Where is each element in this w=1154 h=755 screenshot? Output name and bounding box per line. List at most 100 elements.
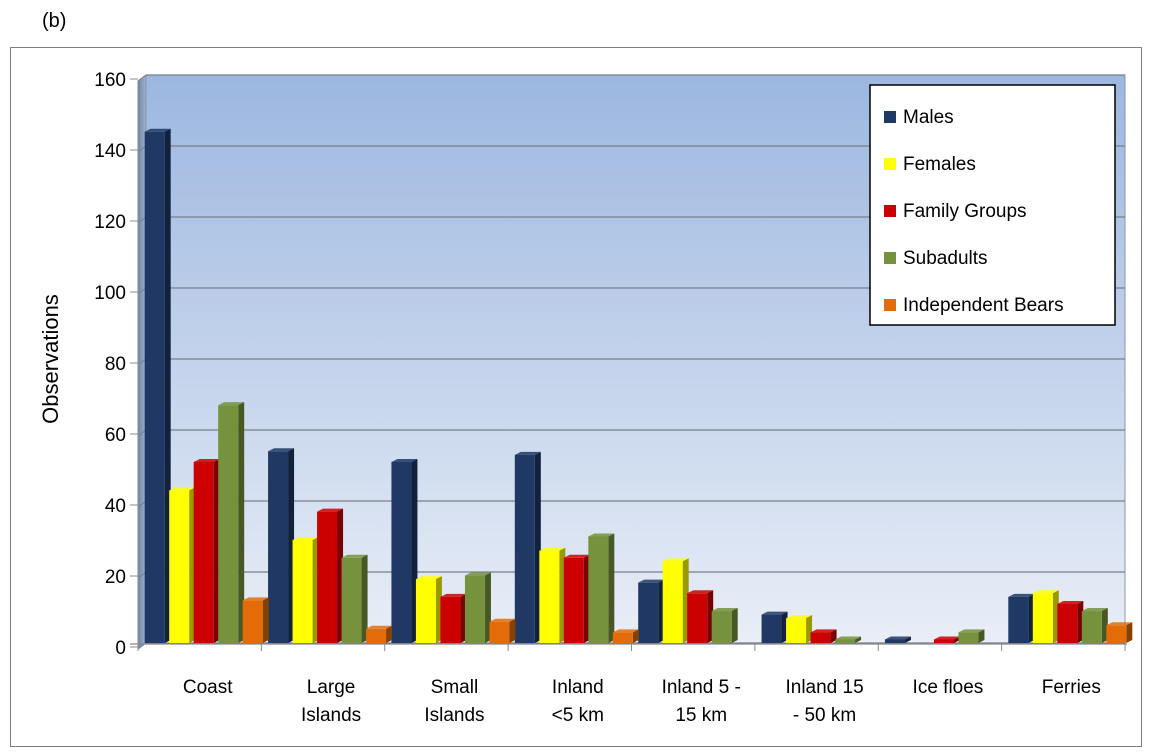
bar-side [978, 629, 985, 643]
bar [268, 451, 289, 643]
bar-top [958, 629, 985, 633]
bar [761, 614, 782, 643]
bar [884, 639, 905, 643]
bar-side [855, 636, 862, 643]
x-category-label: - 50 km [793, 705, 856, 726]
bar [958, 632, 979, 643]
x-category-label: Coast [183, 677, 233, 698]
bar [711, 611, 732, 643]
legend-swatch [884, 299, 896, 311]
bar [687, 593, 708, 643]
bar [169, 490, 190, 643]
x-category-label: Islands [301, 705, 361, 726]
bar-side [1126, 622, 1133, 643]
gridline-side [137, 429, 147, 437]
bar [612, 632, 633, 643]
bar-top [563, 554, 590, 558]
bar-top [268, 448, 295, 452]
bar-top [193, 458, 220, 462]
gridline-side [137, 74, 147, 82]
x-category-label: Inland 5 - [662, 677, 741, 698]
bar-top [1008, 593, 1035, 597]
bar-top [489, 618, 516, 622]
bar [440, 596, 461, 643]
bar-top [341, 554, 368, 558]
legend-swatch [884, 252, 896, 264]
legend-label: Males [903, 107, 954, 128]
bar-top [662, 558, 689, 562]
bar [1057, 603, 1078, 643]
bar [835, 639, 856, 643]
bar [662, 561, 683, 643]
bar [489, 621, 510, 643]
legend-label: Family Groups [903, 201, 1027, 222]
y-tick-label: 140 [94, 141, 126, 162]
bar [1081, 611, 1102, 643]
legend-box [869, 84, 1116, 326]
bar [514, 454, 535, 643]
legend-swatch [884, 158, 896, 170]
bar [1032, 593, 1053, 643]
bar-top [415, 576, 442, 580]
y-tick-label: 0 [115, 638, 126, 659]
y-tick-label: 100 [94, 283, 126, 304]
gridline-side [137, 500, 147, 508]
bar [317, 511, 338, 643]
bar-top [1081, 608, 1108, 612]
bar-side [904, 636, 911, 643]
bar [242, 600, 263, 643]
bar [539, 550, 560, 643]
bar-top [711, 608, 738, 612]
bar-top [292, 537, 319, 541]
bar-top [884, 636, 911, 640]
bar-top [317, 508, 344, 512]
bar-top [761, 611, 788, 615]
gridline-side [137, 216, 147, 224]
y-tick-label: 120 [94, 212, 126, 233]
bar [1106, 625, 1127, 643]
bar-side [731, 608, 738, 643]
gridline-side [137, 145, 147, 153]
bar-top [514, 451, 541, 455]
bar [786, 618, 807, 643]
bar-top [1057, 600, 1084, 604]
bar-top [1106, 622, 1133, 626]
bar-top [835, 636, 862, 640]
bar-top [687, 590, 714, 594]
bar [1008, 596, 1029, 643]
bar-top [588, 533, 615, 537]
legend-swatch [884, 205, 896, 217]
bar [563, 557, 584, 643]
bar [464, 575, 485, 643]
gridline-side [137, 571, 147, 579]
panel-label: (b) [42, 10, 67, 32]
chart-frame [10, 47, 1142, 747]
bar-side [262, 597, 269, 643]
legend-swatch [884, 111, 896, 123]
bar-top [933, 636, 960, 640]
bar-side [361, 554, 368, 643]
gridline-side [137, 287, 147, 295]
bar-top [218, 402, 245, 406]
x-category-label: <5 km [552, 705, 604, 726]
y-tick-label: 160 [94, 70, 126, 91]
bar-top [391, 458, 418, 462]
bar-top [366, 625, 393, 629]
legend-label: Females [903, 154, 976, 175]
bar [218, 405, 239, 643]
gridline-side [137, 358, 147, 366]
y-tick-label: 60 [105, 425, 126, 446]
x-category-label: Inland 15 [785, 677, 863, 698]
legend-label: Independent Bears [903, 295, 1064, 316]
bar [193, 461, 214, 643]
x-category-label: 15 km [675, 705, 727, 726]
bar-side [509, 618, 516, 643]
bar-side [386, 625, 393, 643]
x-category-label: Large [307, 677, 356, 698]
bar [366, 628, 387, 643]
bar-top [539, 547, 566, 551]
bar-top [1032, 590, 1059, 594]
bar-top [638, 579, 665, 583]
y-tick-label: 80 [105, 354, 126, 375]
bar-top [810, 629, 837, 633]
